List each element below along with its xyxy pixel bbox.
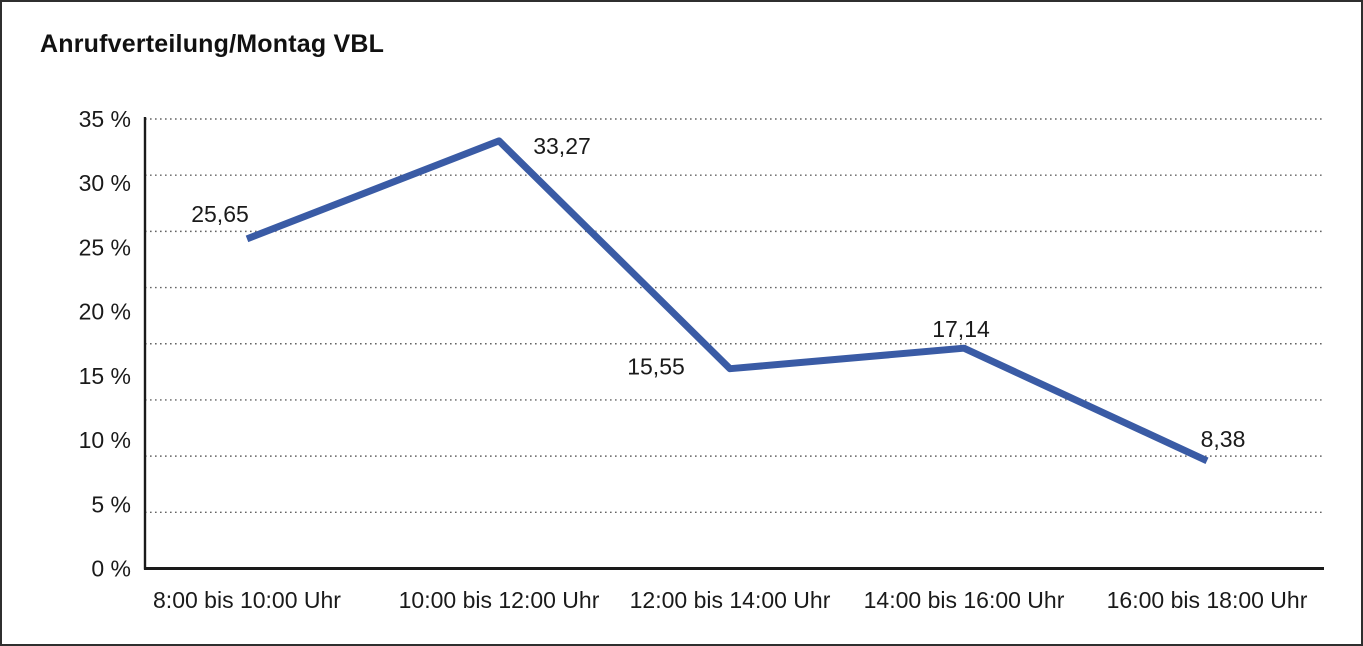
- x-axis-category-label: 10:00 bis 12:00 Uhr: [399, 587, 600, 613]
- x-axis-category-label: 12:00 bis 14:00 Uhr: [630, 587, 831, 613]
- y-axis-tick-label: 10 %: [79, 427, 131, 453]
- y-axis-tick-label: 5 %: [91, 491, 131, 517]
- data-line-series: [245, 137, 1209, 464]
- x-axis-category-label: 14:00 bis 16:00 Uhr: [864, 587, 1065, 613]
- y-axis-tick-label: 25 %: [79, 234, 131, 260]
- y-axis-tick-label: 35 %: [79, 106, 131, 132]
- y-axis-tick-label: 15 %: [79, 363, 131, 389]
- x-axis-category-label: 8:00 bis 10:00 Uhr: [153, 587, 341, 613]
- x-axis-category-label: 16:00 bis 18:00 Uhr: [1107, 587, 1308, 613]
- data-point-value-label: 15,55: [627, 354, 685, 380]
- data-point-value-label: 33,27: [533, 133, 591, 159]
- data-point-value-label: 25,65: [191, 201, 249, 227]
- y-axis-tick-label: 30 %: [79, 170, 131, 196]
- y-axis-tick-label: 0 %: [91, 556, 131, 582]
- chart-title: Anrufverteilung/Montag VBL: [40, 30, 385, 58]
- data-point-value-label: 17,14: [932, 316, 990, 342]
- data-point-value-label: 8,38: [1201, 426, 1246, 452]
- y-axis-tick-label: 20 %: [79, 299, 131, 325]
